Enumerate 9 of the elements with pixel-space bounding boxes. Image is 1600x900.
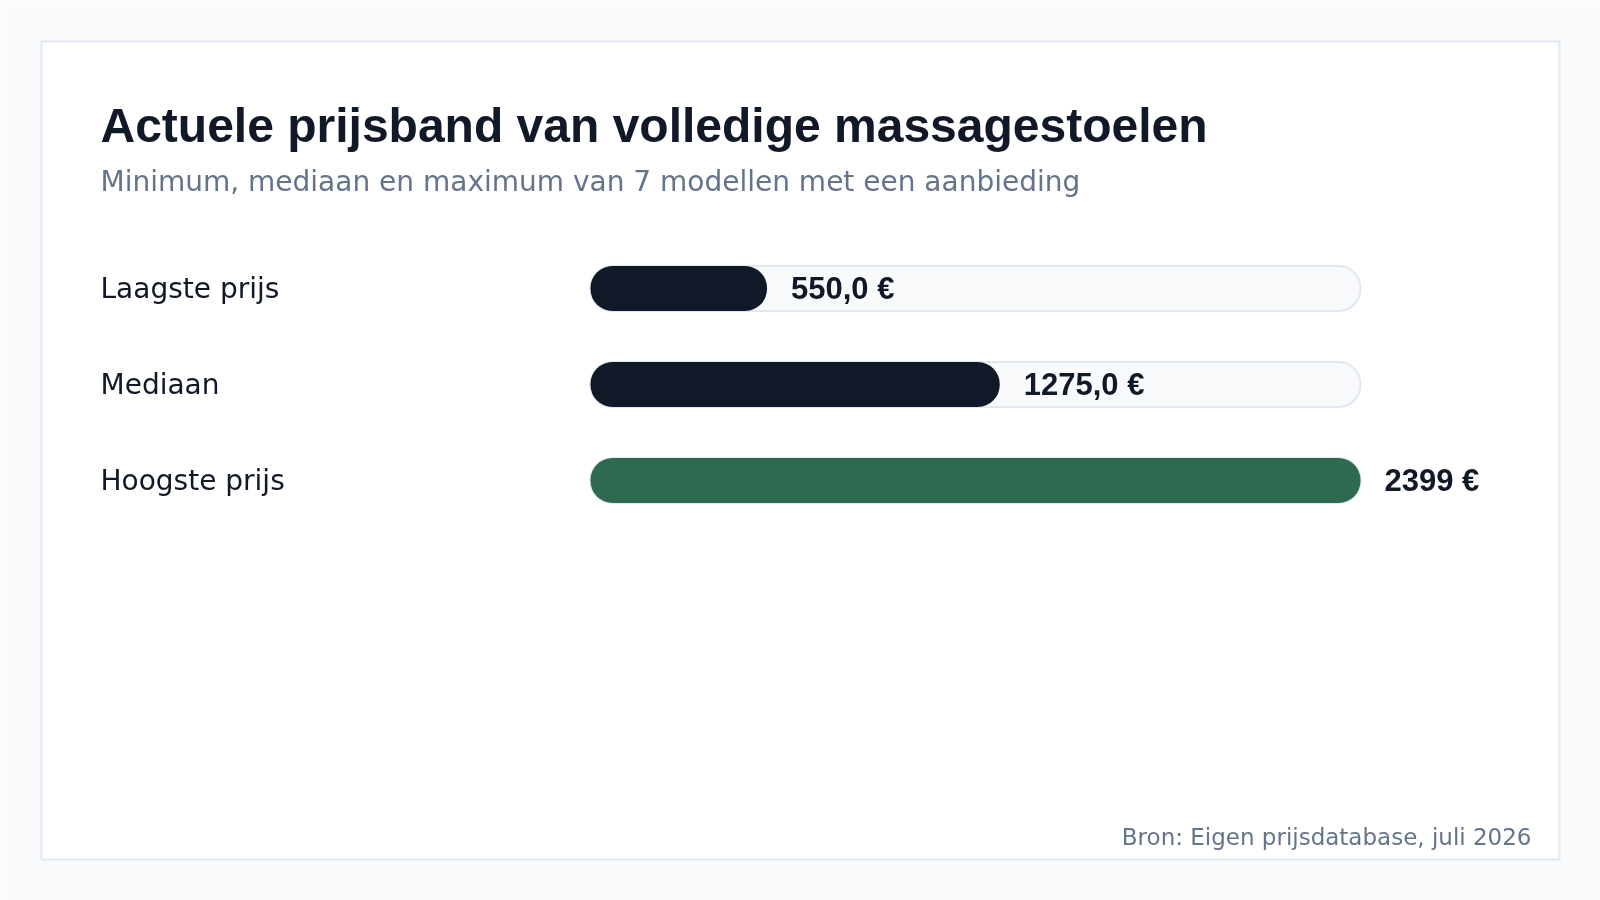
data-label: 550,0 €	[791, 271, 895, 306]
data-label: 1275,0 €	[1023, 367, 1145, 402]
chart-title: Actuele prijsband van volledige massagestoelen	[100, 99, 1208, 152]
y-tick-label: Laagste prijs	[100, 272, 280, 305]
text: Bron: Eigen prijsdatabase, juli 2026	[1121, 823, 1532, 850]
y-tick-label: Mediaan	[100, 368, 220, 401]
data-label: 2399 €	[1384, 463, 1480, 498]
y-tick-label: Hoogste prijs	[100, 464, 285, 497]
chart-subtitle: Minimum, mediaan en maximum van 7 modellen met een aanbieding	[100, 165, 1081, 198]
